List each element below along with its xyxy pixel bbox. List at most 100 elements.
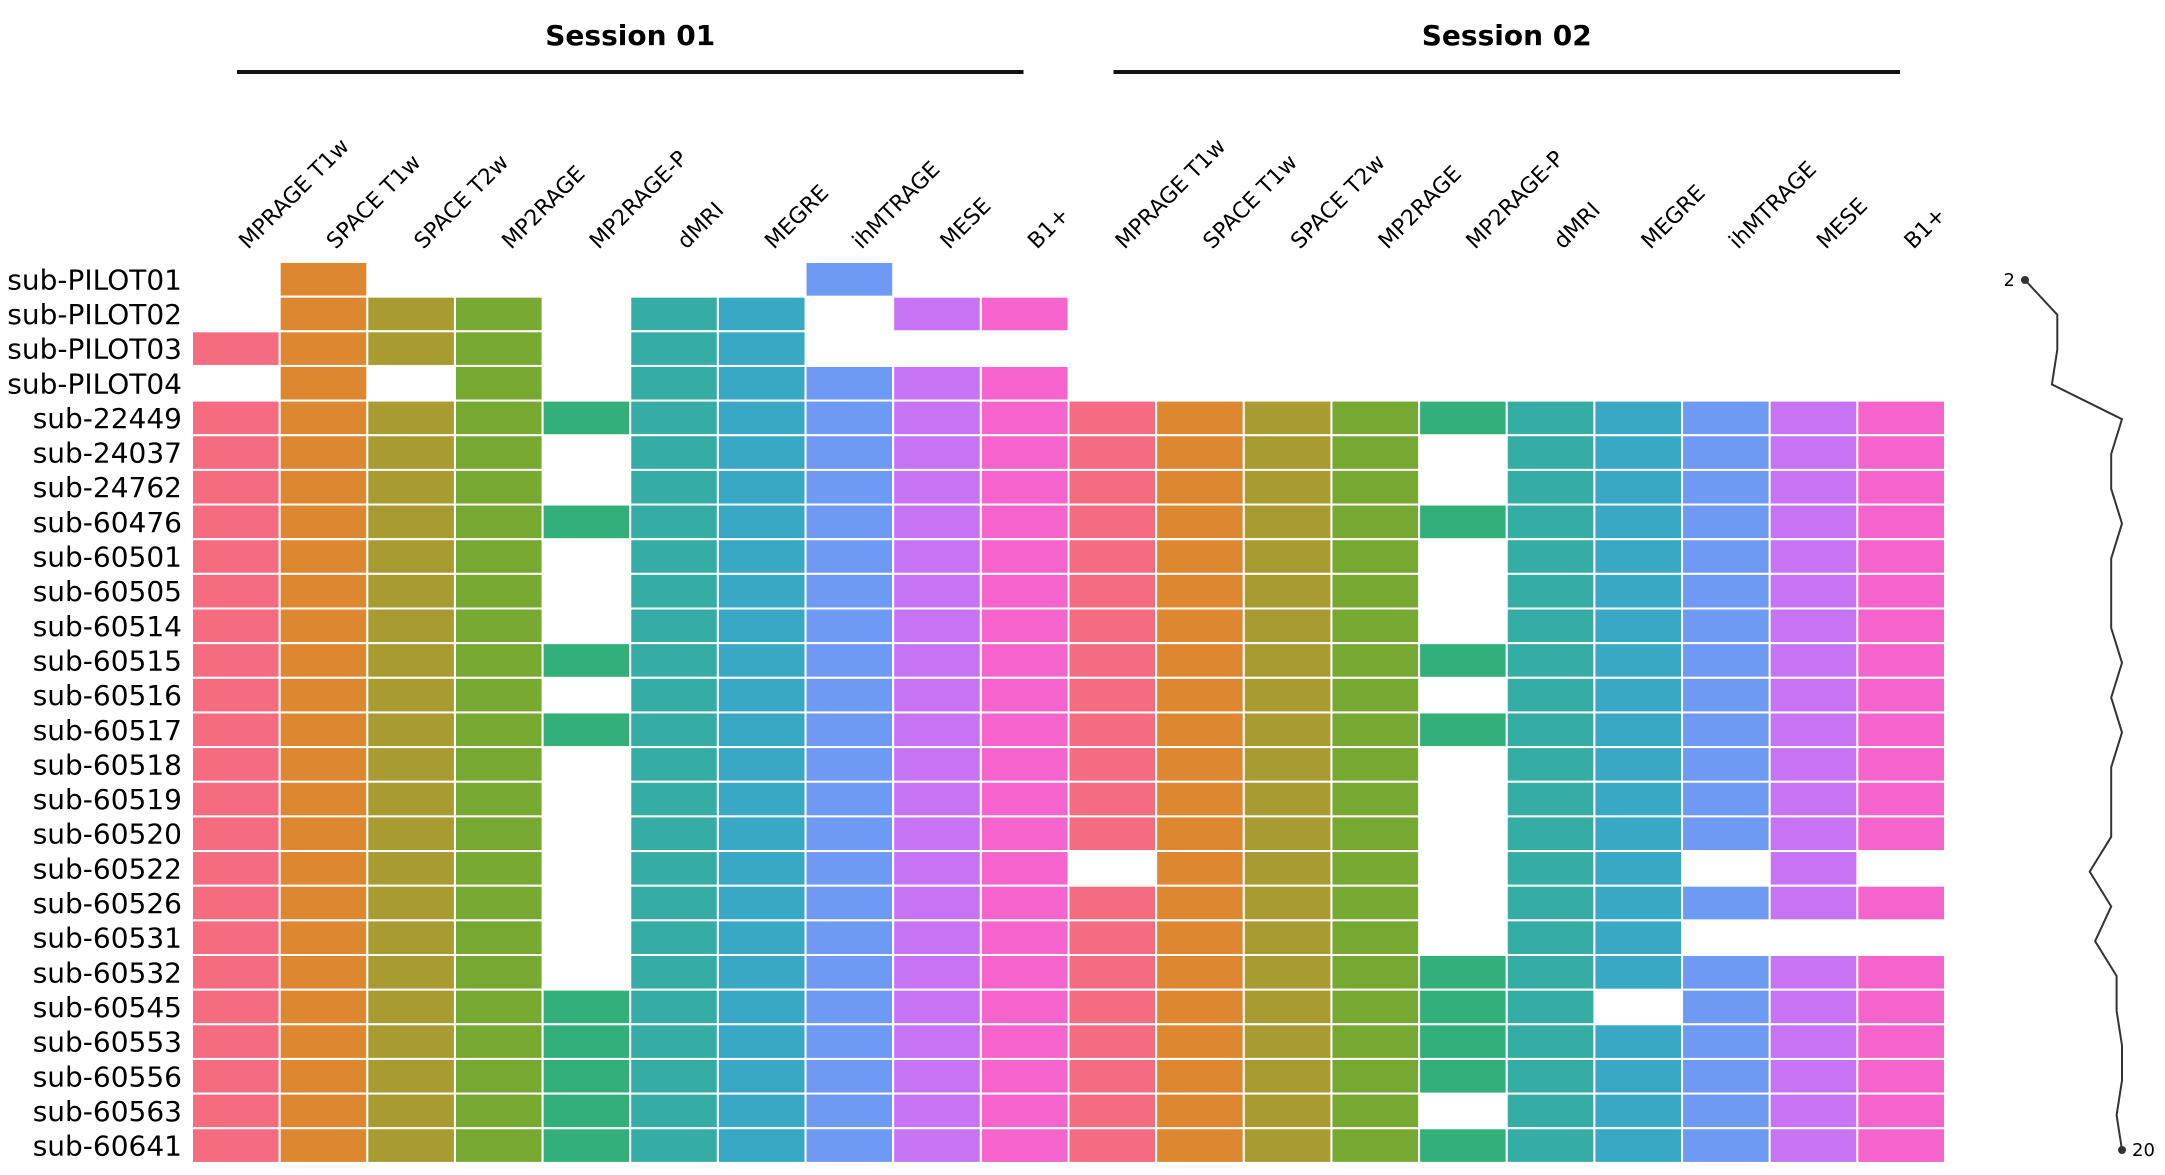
cell-sub-PILOT02-1 bbox=[278, 295, 369, 333]
cell-sub-60641-14 bbox=[1418, 1127, 1508, 1164]
cell-sub-60505-19 bbox=[1856, 572, 1946, 610]
cell-sub-60553-3 bbox=[453, 1023, 544, 1060]
cell-sub-60522-2 bbox=[366, 850, 456, 887]
cell-sub-60556-13 bbox=[1330, 1057, 1421, 1095]
cell-sub-60563-5 bbox=[629, 1092, 719, 1130]
cell-sub-60516-9 bbox=[979, 676, 1070, 714]
cell-sub-60516-16 bbox=[1593, 676, 1684, 714]
cell-sub-60522-12 bbox=[1242, 850, 1333, 887]
cell-sub-60515-13 bbox=[1330, 642, 1421, 679]
row-label-sub-24037: sub-24037 bbox=[33, 437, 182, 470]
cell-sub-60531-5 bbox=[629, 919, 719, 956]
cell-sub-60505-16 bbox=[1593, 572, 1684, 610]
cell-sub-PILOT03-0 bbox=[191, 330, 281, 367]
cell-sub-60520-17 bbox=[1681, 815, 1771, 853]
cell-sub-24762-7 bbox=[804, 468, 895, 506]
cell-sub-60518-10 bbox=[1067, 746, 1158, 783]
cell-sub-60522-3 bbox=[453, 850, 544, 887]
cell-sub-60501-11 bbox=[1155, 538, 1245, 575]
cell-sub-60641-18 bbox=[1768, 1127, 1859, 1164]
cell-sub-60526-7 bbox=[804, 884, 895, 922]
row-label-sub-60641: sub-60641 bbox=[33, 1130, 182, 1163]
cell-sub-60515-2 bbox=[366, 642, 456, 679]
row-label-sub-60563: sub-60563 bbox=[33, 1095, 182, 1128]
cell-sub-60526-8 bbox=[892, 884, 982, 922]
cell-sub-60556-16 bbox=[1593, 1057, 1684, 1095]
cell-sub-PILOT03-1 bbox=[278, 330, 369, 367]
cell-sub-60553-1 bbox=[278, 1023, 369, 1060]
cell-sub-60516-10 bbox=[1067, 676, 1158, 714]
cell-sub-60505-5 bbox=[629, 572, 719, 610]
cell-sub-60545-5 bbox=[629, 988, 719, 1026]
cell-sub-24037-16 bbox=[1593, 434, 1684, 471]
cell-sub-60515-16 bbox=[1593, 642, 1684, 679]
cell-sub-60516-2 bbox=[366, 676, 456, 714]
cell-sub-22449-11 bbox=[1155, 399, 1245, 437]
cell-sub-60505-1 bbox=[278, 572, 369, 610]
row-label-sub-60526: sub-60526 bbox=[33, 887, 182, 920]
cell-sub-60522-9 bbox=[979, 850, 1070, 887]
cell-sub-60515-7 bbox=[804, 642, 895, 679]
cell-sub-60517-16 bbox=[1593, 711, 1684, 749]
cell-sub-60526-10 bbox=[1067, 884, 1158, 922]
cell-sub-60476-6 bbox=[716, 503, 807, 541]
cell-sub-60641-11 bbox=[1155, 1127, 1245, 1164]
row-label-sub-60553: sub-60553 bbox=[33, 1026, 182, 1059]
cell-sub-24762-3 bbox=[453, 468, 544, 506]
cell-sub-60517-18 bbox=[1768, 711, 1859, 749]
cell-sub-60532-1 bbox=[278, 954, 369, 991]
cell-sub-24762-16 bbox=[1593, 468, 1684, 506]
column-label-s2-ihmtrage: ihMTRAGE bbox=[1725, 157, 1822, 254]
cell-sub-60520-13 bbox=[1330, 815, 1421, 853]
cell-sub-60501-17 bbox=[1681, 538, 1771, 575]
column-label-s1-ihmtrage: ihMTRAGE bbox=[848, 157, 945, 254]
count-line bbox=[2024, 279, 2124, 1151]
cell-sub-60520-5 bbox=[629, 815, 719, 853]
cell-sub-60531-3 bbox=[453, 919, 544, 956]
cell-sub-60519-8 bbox=[892, 780, 982, 818]
cell-sub-PILOT04-5 bbox=[629, 364, 719, 402]
cell-sub-22449-16 bbox=[1593, 399, 1684, 437]
cell-sub-24762-6 bbox=[716, 468, 807, 506]
cell-sub-60514-10 bbox=[1067, 607, 1158, 645]
cell-sub-22449-10 bbox=[1067, 399, 1158, 437]
cell-sub-60516-12 bbox=[1242, 676, 1333, 714]
cell-sub-24762-15 bbox=[1505, 468, 1596, 506]
cell-sub-60517-4 bbox=[541, 711, 632, 749]
row-label-sub-60520: sub-60520 bbox=[33, 818, 182, 851]
cell-sub-60476-1 bbox=[278, 503, 369, 541]
cell-sub-22449-19 bbox=[1856, 399, 1946, 437]
cell-sub-60516-6 bbox=[716, 676, 807, 714]
cell-sub-60553-2 bbox=[366, 1023, 456, 1060]
cell-sub-60501-13 bbox=[1330, 538, 1421, 575]
cell-sub-60531-9 bbox=[979, 919, 1070, 956]
cell-sub-60532-11 bbox=[1155, 954, 1245, 991]
row-label-sub-PILOT03: sub-PILOT03 bbox=[7, 333, 182, 366]
cell-sub-24037-1 bbox=[278, 434, 369, 471]
cell-sub-24762-0 bbox=[191, 468, 281, 506]
row-label-sub-60545: sub-60545 bbox=[33, 991, 182, 1024]
cell-sub-60519-16 bbox=[1593, 780, 1684, 818]
cell-sub-60505-17 bbox=[1681, 572, 1771, 610]
cell-sub-60522-16 bbox=[1593, 850, 1684, 887]
cell-sub-60526-0 bbox=[191, 884, 281, 922]
cell-sub-60563-2 bbox=[366, 1092, 456, 1130]
column-label-s2-dmri: dMRI bbox=[1549, 198, 1605, 254]
cell-sub-60526-5 bbox=[629, 884, 719, 922]
cell-sub-24762-13 bbox=[1330, 468, 1421, 506]
cell-sub-24037-6 bbox=[716, 434, 807, 471]
cell-sub-60505-3 bbox=[453, 572, 544, 610]
cell-sub-60563-8 bbox=[892, 1092, 982, 1130]
cell-sub-60517-15 bbox=[1505, 711, 1596, 749]
cell-sub-60545-14 bbox=[1418, 988, 1508, 1026]
cell-sub-60476-10 bbox=[1067, 503, 1158, 541]
cell-sub-60526-6 bbox=[716, 884, 807, 922]
cell-sub-60505-12 bbox=[1242, 572, 1333, 610]
row-label-sub-60532: sub-60532 bbox=[33, 956, 182, 989]
cell-sub-60515-15 bbox=[1505, 642, 1596, 679]
cell-sub-60553-12 bbox=[1242, 1023, 1333, 1060]
cell-sub-60519-0 bbox=[191, 780, 281, 818]
session-headers: Session 01 Session 02 bbox=[237, 19, 1900, 74]
cell-sub-24037-18 bbox=[1768, 434, 1859, 471]
cell-sub-60526-16 bbox=[1593, 884, 1684, 922]
